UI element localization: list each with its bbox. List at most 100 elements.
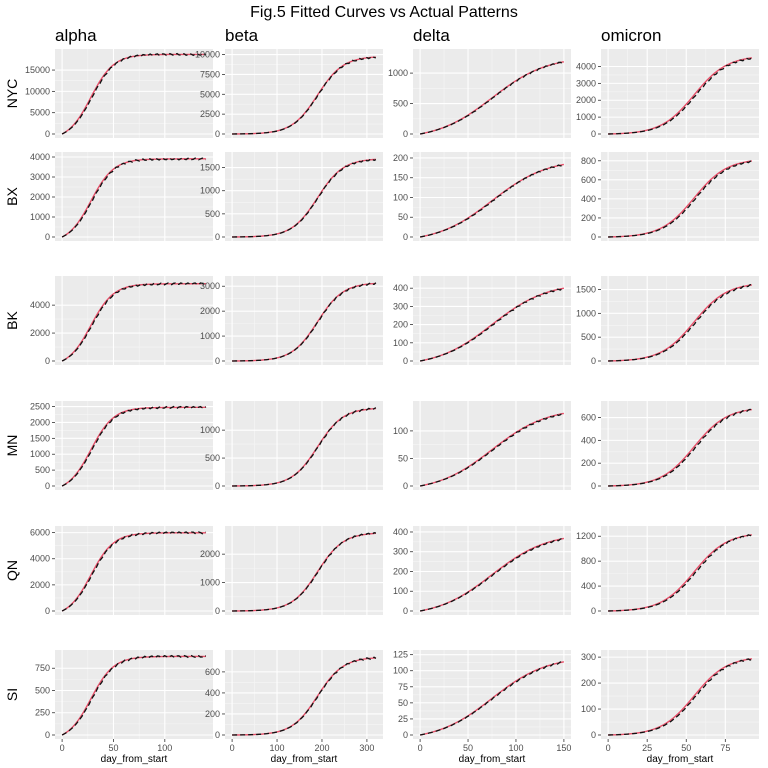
- series-actual-line: [61, 52, 207, 135]
- y-tick-label: 0: [403, 232, 408, 242]
- y-tick-label: 200: [581, 458, 596, 468]
- y-tick-label: 0: [215, 356, 220, 366]
- series-actual-line: [608, 534, 753, 612]
- y-tick-label: 0: [215, 606, 220, 616]
- series-actual-line: [61, 157, 207, 238]
- y-tick-label: 1000: [388, 68, 408, 78]
- panel-NYC-delta: 0 500 1000: [388, 49, 571, 139]
- y-tick-label: 800: [581, 156, 596, 166]
- series-fitted-line: [61, 406, 206, 487]
- y-tick-label: 600: [205, 667, 220, 677]
- y-tick-label: 7500: [200, 69, 220, 79]
- x-axis-title: day_from_start: [271, 754, 338, 765]
- series-actual-line: [61, 282, 207, 362]
- panels: 0500010000150000250050007500100000500100…: [25, 49, 759, 753]
- panel-QN-omicron: 0 400 800 1200: [576, 526, 759, 616]
- row-label-NYC: NYC: [4, 79, 20, 109]
- x-axis-title: day_from_start: [459, 754, 526, 765]
- series-actual-line: [419, 661, 565, 736]
- y-tick-label: 400: [393, 283, 408, 293]
- series-fitted-line: [232, 657, 376, 736]
- panel-SI-omicron: 0 100 200 300 0 25 50 75: [581, 650, 759, 753]
- y-tick-label: 0: [591, 129, 596, 139]
- y-tick-label: 500: [35, 685, 50, 695]
- y-tick-label: 50: [398, 212, 408, 222]
- y-tick-label: 4000: [30, 300, 50, 310]
- y-tick-label: 15000: [25, 65, 50, 75]
- panel-background: [55, 526, 213, 615]
- y-tick-label: 0: [403, 606, 408, 616]
- x-tick-label: 75: [720, 743, 730, 753]
- panel-BK-alpha: 0 2000 4000: [30, 276, 213, 366]
- panel-QN-delta: 0 100 200 300 400: [393, 526, 571, 616]
- panel-background: [601, 526, 759, 615]
- series-fitted-line: [232, 407, 376, 487]
- y-tick-label: 250: [35, 708, 50, 718]
- panel-background: [601, 650, 759, 739]
- y-tick-label: 2000: [200, 549, 220, 559]
- panel-background: [55, 49, 213, 138]
- y-tick-label: 200: [393, 153, 408, 163]
- y-tick-label: 2500: [30, 402, 50, 412]
- y-tick-label: 1500: [200, 163, 220, 173]
- y-tick-label: 0: [591, 481, 596, 491]
- y-tick-label: 0: [403, 129, 408, 139]
- panel-background: [225, 152, 383, 241]
- panel-MN-alpha: 0 500 1000 1500 2000 2500: [30, 401, 213, 491]
- y-tick-label: 2500: [200, 109, 220, 119]
- y-tick-label: 2000: [30, 417, 50, 427]
- y-tick-label: 500: [35, 465, 50, 475]
- row-label-MN: MN: [4, 435, 20, 457]
- panel-background: [225, 49, 383, 138]
- chart-title: Fig.5 Fitted Curves vs Actual Patterns: [250, 4, 518, 21]
- y-tick-label: 200: [581, 678, 596, 688]
- y-tick-label: 10000: [195, 50, 220, 60]
- y-tick-label: 0: [45, 730, 50, 740]
- row-label-BX: BX: [4, 187, 20, 206]
- y-tick-label: 6000: [30, 528, 50, 538]
- panel-background: [55, 650, 213, 739]
- row-labels: NYC BX BK MN QN SI: [4, 79, 20, 701]
- y-tick-label: 300: [393, 301, 408, 311]
- x-tick-label: 300: [359, 743, 374, 753]
- y-tick-label: 1500: [30, 433, 50, 443]
- y-tick-label: 4000: [576, 62, 596, 72]
- series-fitted-line: [61, 532, 206, 612]
- row-label-SI: SI: [4, 688, 20, 701]
- y-tick-label: 300: [581, 652, 596, 662]
- x-tick-label: 0: [60, 743, 65, 753]
- panel-NYC-omicron: 0 1000 2000 3000 4000: [576, 49, 759, 139]
- y-tick-label: 100: [393, 192, 408, 202]
- y-tick-label: 100: [393, 426, 408, 436]
- panel-QN-beta: 0 1000 2000: [200, 526, 383, 616]
- y-tick-label: 750: [35, 663, 50, 673]
- series-fitted-line: [232, 56, 376, 135]
- x-tick-label: 150: [556, 743, 571, 753]
- y-tick-label: 200: [581, 213, 596, 223]
- panel-QN-alpha: 0 2000 4000 6000: [30, 526, 213, 616]
- y-tick-label: 2000: [200, 306, 220, 316]
- y-tick-label: 100: [581, 704, 596, 714]
- y-tick-label: 0: [215, 129, 220, 139]
- panel-BK-delta: 0 100 200 300 400: [393, 276, 571, 366]
- y-tick-label: 600: [581, 413, 596, 423]
- x-tick-label: 100: [157, 743, 172, 753]
- y-tick-label: 0: [45, 481, 50, 491]
- x-tick-label: 50: [108, 743, 118, 753]
- series-actual-line: [419, 163, 565, 238]
- series-actual-line: [419, 412, 564, 487]
- y-tick-label: 400: [205, 688, 220, 698]
- y-tick-label: 5000: [200, 89, 220, 99]
- series-actual-line: [61, 654, 207, 736]
- panel-MN-omicron: 0 200 400 600: [581, 401, 759, 491]
- y-tick-label: 50: [398, 453, 408, 463]
- x-tick-label: 25: [642, 743, 652, 753]
- x-tick-label: 0: [606, 743, 611, 753]
- series-actual-line: [419, 286, 565, 362]
- series-actual-line: [61, 405, 207, 487]
- panel-BK-beta: 0 1000 2000 3000: [200, 276, 383, 366]
- panel-background: [601, 276, 759, 365]
- y-tick-label: 400: [581, 194, 596, 204]
- y-tick-label: 200: [393, 320, 408, 330]
